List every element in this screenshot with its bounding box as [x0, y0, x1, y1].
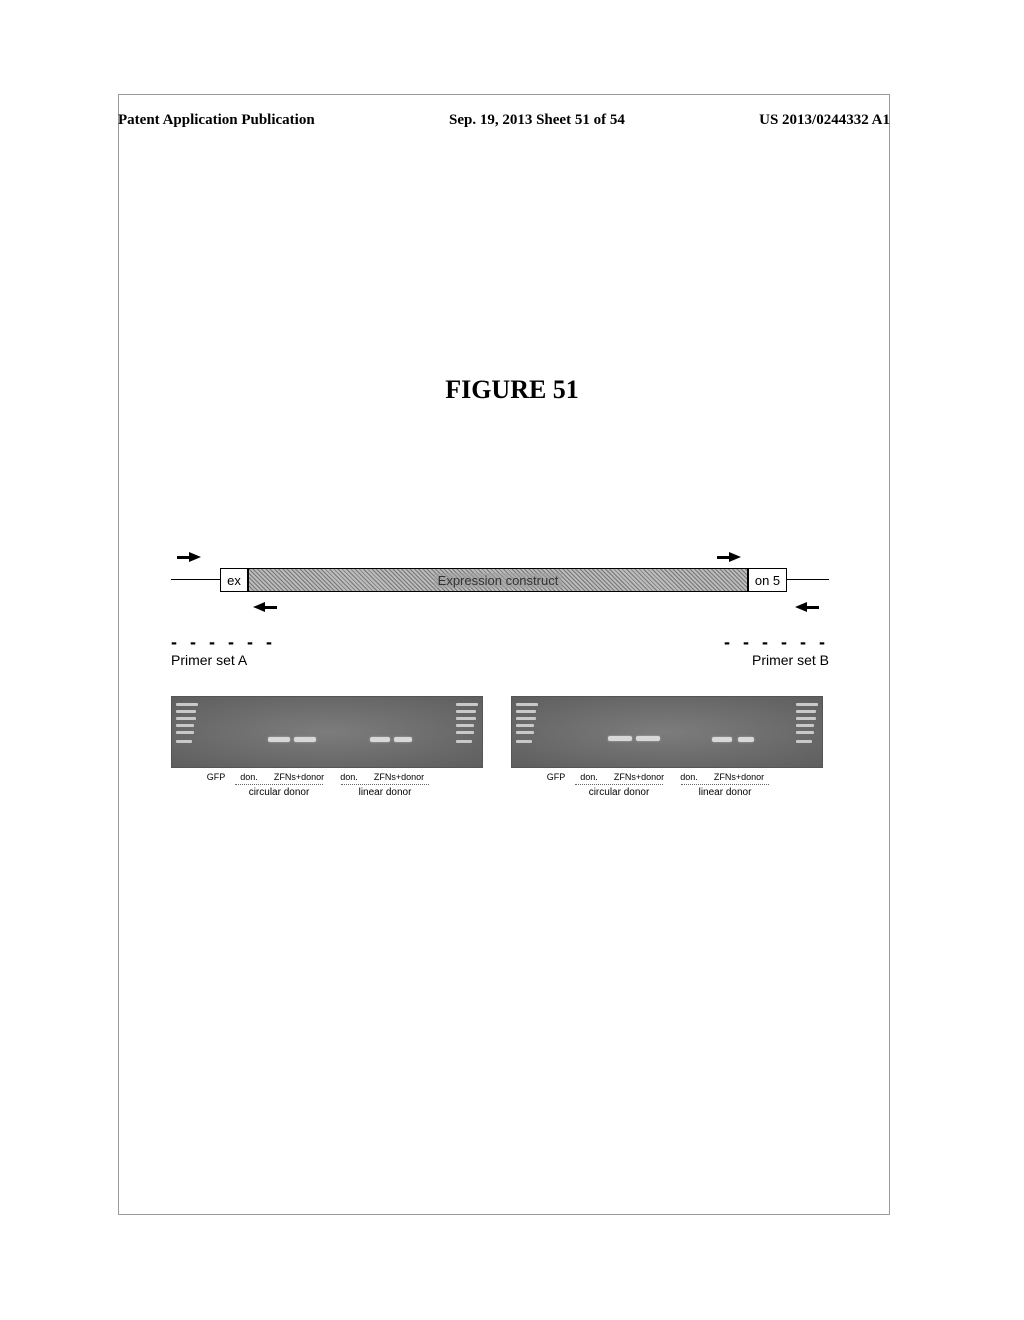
- lane-don: don.: [333, 772, 365, 782]
- primer-set-b-label: Primer set B: [752, 652, 829, 668]
- construct-box-on5: on 5: [748, 568, 787, 592]
- gel-image-b: [511, 696, 823, 768]
- primer-rev-b-arrow-icon: [795, 602, 807, 612]
- gel-band: [294, 737, 316, 742]
- gel-band: [738, 737, 754, 742]
- primer-rev-a-tail: [265, 606, 277, 609]
- lane-zfn: ZFNs+donor: [265, 772, 333, 782]
- figure-title: FIGURE 51: [0, 375, 1024, 405]
- primer-fwd-b-arrow-icon: [729, 552, 741, 562]
- gel-band: [268, 737, 290, 742]
- gel-band: [636, 736, 660, 741]
- gel-band: [712, 737, 732, 742]
- lane-labels-a: GFP don. ZFNs+donor don. ZFNs+donor: [171, 772, 483, 782]
- gel-panel-b: GFP don. ZFNs+donor don. ZFNs+donor circ…: [511, 696, 823, 798]
- primer-fwd-a-tail: [177, 556, 189, 559]
- ladder-left-a: [176, 703, 198, 763]
- figure-diagram: ex Expression construct on 5 - - - - - -…: [171, 552, 829, 798]
- dashes-a: - - - - - -: [171, 632, 276, 653]
- donor-linear-label: linear donor: [341, 784, 429, 798]
- lane-don: don.: [573, 772, 605, 782]
- primer-rev-a-arrow-icon: [253, 602, 265, 612]
- gel-shade: [512, 697, 822, 767]
- ladder-left-b: [516, 703, 538, 763]
- lane-don: don.: [233, 772, 265, 782]
- ladder-right-b: [796, 703, 818, 763]
- dash-row: - - - - - - - - - - - -: [171, 632, 829, 646]
- construct-box-ex: ex: [220, 568, 248, 592]
- ladder-right-a: [456, 703, 478, 763]
- construct-box-expression: Expression construct: [248, 568, 748, 592]
- primer-set-a-label: Primer set A: [171, 652, 247, 668]
- lane-zfn: ZFNs+donor: [705, 772, 773, 782]
- gel-band: [370, 737, 390, 742]
- gel-panels-row: GFP don. ZFNs+donor don. ZFNs+donor circ…: [171, 696, 829, 798]
- gel-shade: [172, 697, 482, 767]
- primer-label-row: Primer set A Primer set B: [171, 652, 829, 676]
- donor-circular-label: circular donor: [235, 784, 323, 798]
- gel-band: [608, 736, 632, 741]
- donor-linear-label: linear donor: [681, 784, 769, 798]
- construct-row: ex Expression construct on 5: [171, 568, 829, 608]
- lane-don: don.: [673, 772, 705, 782]
- lane-zfn: ZFNs+donor: [605, 772, 673, 782]
- dashes-b: - - - - - -: [724, 632, 829, 653]
- header-right: US 2013/0244332 A1: [759, 112, 890, 129]
- header-center: Sep. 19, 2013 Sheet 51 of 54: [449, 112, 625, 129]
- lane-zfn: ZFNs+donor: [365, 772, 433, 782]
- gel-panel-a: GFP don. ZFNs+donor don. ZFNs+donor circ…: [171, 696, 483, 798]
- primer-fwd-a-arrow-icon: [189, 552, 201, 562]
- donor-labels-b: circular donor linear donor: [511, 784, 823, 798]
- lane-gfp: GFP: [539, 772, 573, 782]
- header-left: Patent Application Publication: [118, 112, 315, 129]
- gel-image-a: [171, 696, 483, 768]
- donor-circular-label: circular donor: [575, 784, 663, 798]
- donor-labels-a: circular donor linear donor: [171, 784, 483, 798]
- construct-wire-left: [171, 579, 220, 580]
- construct-wire-right: [787, 579, 829, 580]
- primer-rev-b-tail: [807, 606, 819, 609]
- construct-box-expression-label: Expression construct: [434, 573, 563, 588]
- lane-labels-b: GFP don. ZFNs+donor don. ZFNs+donor: [511, 772, 823, 782]
- lane-gfp: GFP: [199, 772, 233, 782]
- primer-fwd-b-tail: [717, 556, 729, 559]
- page-header: Patent Application Publication Sep. 19, …: [118, 112, 890, 129]
- gel-band: [394, 737, 412, 742]
